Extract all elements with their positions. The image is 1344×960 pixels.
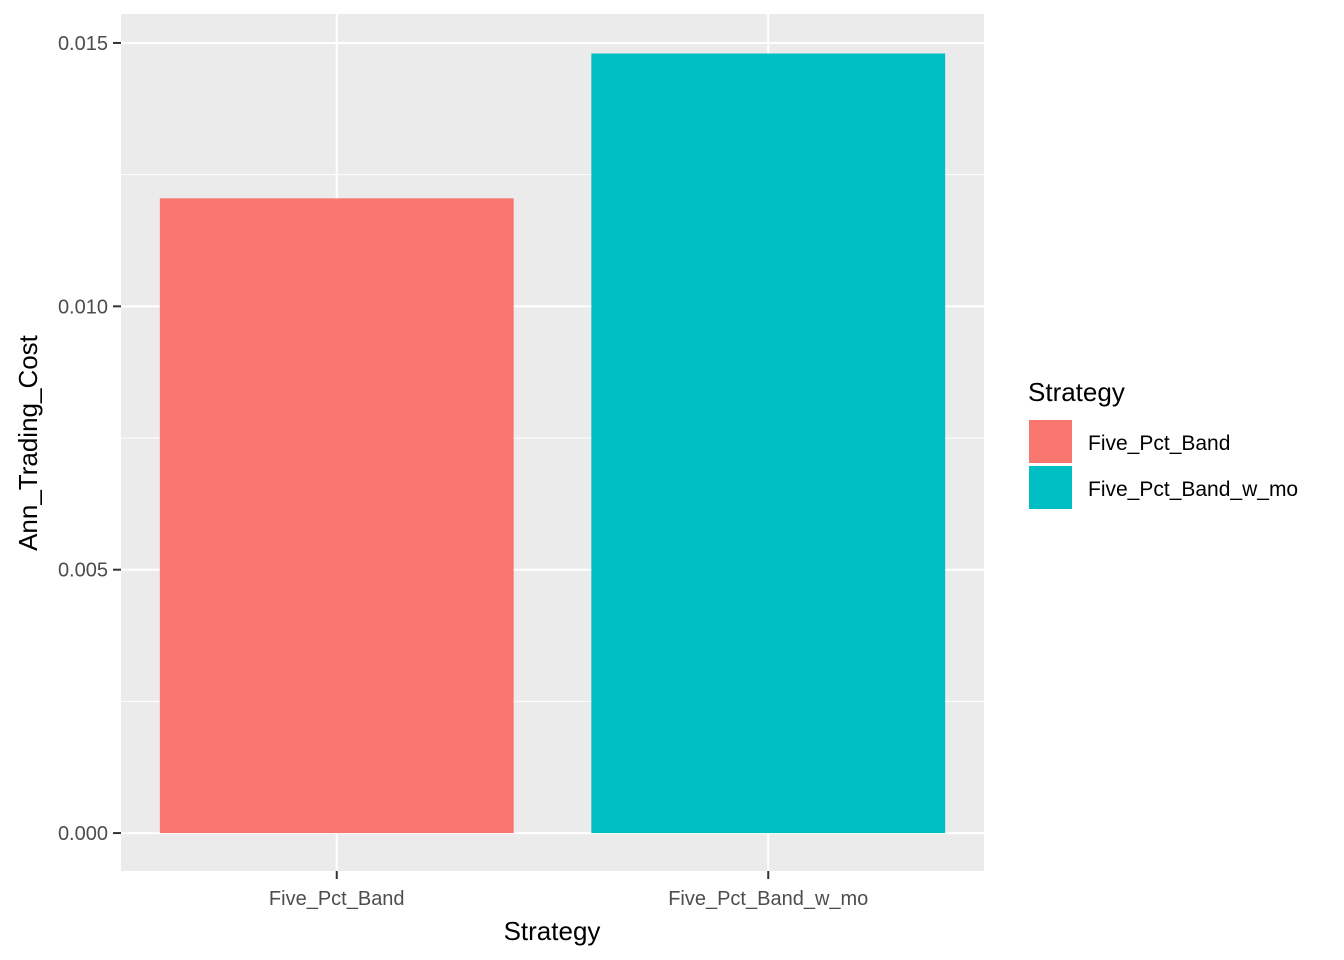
legend-entries: Five_Pct_Band Five_Pct_Band_w_mo: [1029, 420, 1298, 509]
x-tick-label: Five_Pct_Band: [269, 888, 405, 910]
legend-title: Strategy: [1028, 377, 1125, 407]
x-tick-label: Five_Pct_Band_w_mo: [668, 888, 868, 910]
y-tick-label: 0.010: [58, 296, 108, 318]
bar-five-pct-band-w-mo: [591, 53, 946, 834]
y-tick-label: 0.015: [58, 33, 108, 55]
y-axis-ticks: 0.000 0.005 0.010 0.015: [58, 33, 121, 845]
legend-label: Five_Pct_Band_w_mo: [1088, 478, 1298, 501]
legend-swatch: [1029, 466, 1072, 509]
y-tick-label: 0.005: [58, 560, 108, 582]
legend-swatch: [1029, 420, 1072, 463]
bar-five-pct-band: [159, 198, 514, 834]
legend: Strategy Five_Pct_Band Five_Pct_Band_w_mo: [1028, 377, 1298, 509]
y-tick-label: 0.000: [58, 823, 108, 845]
y-axis-title: Ann_Trading_Cost: [13, 334, 43, 551]
x-axis-title: Strategy: [504, 916, 601, 946]
x-axis-ticks: Five_Pct_Band Five_Pct_Band_w_mo: [269, 871, 868, 910]
bars: [159, 53, 946, 834]
legend-label: Five_Pct_Band: [1088, 432, 1230, 455]
